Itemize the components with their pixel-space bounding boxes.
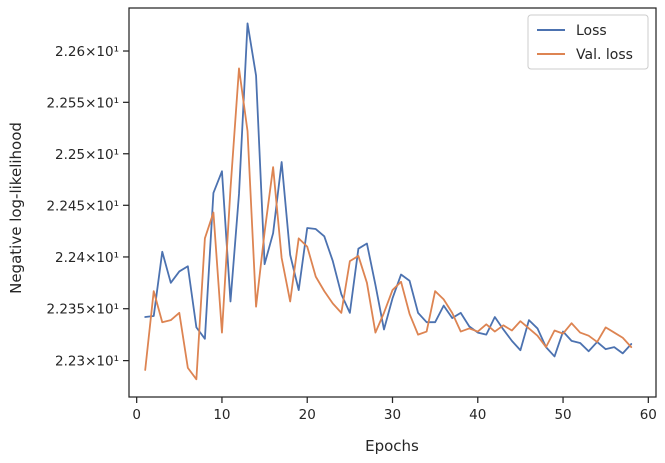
x-axis: 0 10 20 30 40 50 60: [132, 397, 657, 423]
x-tick-label: 30: [384, 407, 401, 423]
x-tick-label: 40: [469, 407, 486, 423]
x-tick-label: 50: [554, 407, 571, 423]
x-tick-label: 20: [299, 407, 316, 423]
legend-box: [527, 14, 649, 70]
y-tick-label: 2.235×10¹: [46, 302, 119, 318]
y-tick-label: 2.26×10¹: [55, 44, 119, 60]
series-layer: [144, 22, 633, 381]
x-tick-label: 10: [213, 407, 230, 423]
y-axis: 2.23×10¹ 2.235×10¹ 2.24×10¹ 2.245×10¹ 2.25×1…: [46, 44, 129, 370]
y-tick-label: 2.25×10¹: [55, 147, 119, 163]
x-tick-label: 60: [640, 407, 657, 423]
legend-label-val-loss: Val. loss: [576, 47, 633, 63]
y-axis-title: Negative log-likelihood: [7, 122, 25, 294]
y-tick-label: 2.23×10¹: [55, 354, 119, 370]
legend-label-loss: Loss: [576, 23, 607, 39]
series-line-val-loss: [144, 67, 633, 381]
y-tick-label: 2.24×10¹: [55, 250, 119, 266]
series-line-loss: [144, 22, 633, 358]
legend: Loss Val. loss: [527, 14, 649, 70]
x-tick-label: 0: [132, 407, 141, 423]
y-tick-label: 2.245×10¹: [46, 198, 119, 214]
y-tick-label: 2.255×10¹: [46, 95, 119, 111]
plot-background: [129, 8, 656, 397]
x-axis-title: Epochs: [365, 437, 419, 455]
